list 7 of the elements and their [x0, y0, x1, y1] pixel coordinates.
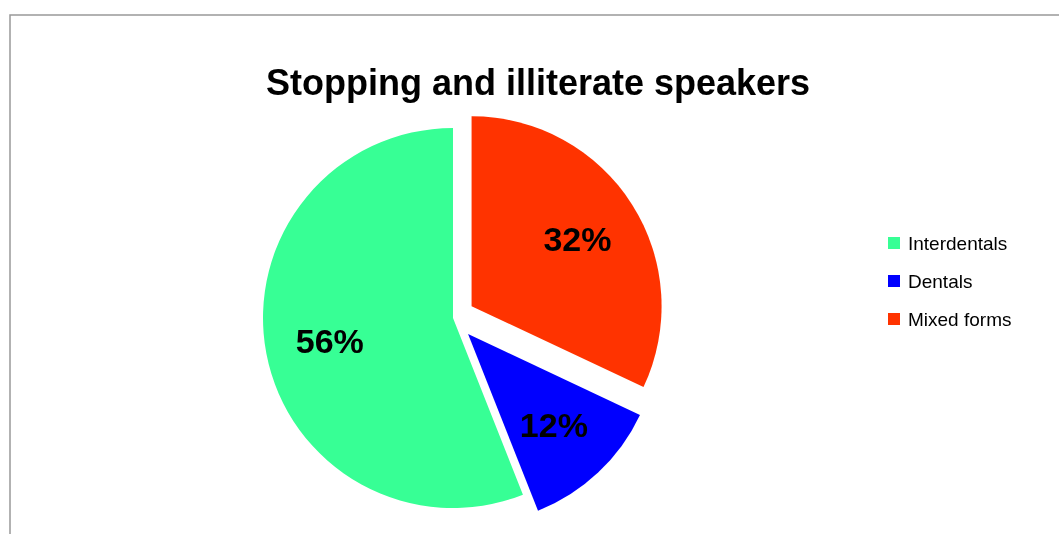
- legend-label: Interdentals: [908, 232, 1008, 254]
- legend-label: Dentals: [908, 270, 973, 292]
- data-label: 12%: [519, 406, 588, 445]
- legend-label: Mixed forms: [908, 308, 1012, 330]
- data-label: 56%: [295, 322, 364, 361]
- chart-title: Stopping and illiterate speakers: [265, 62, 811, 103]
- data-label: 32%: [543, 219, 612, 258]
